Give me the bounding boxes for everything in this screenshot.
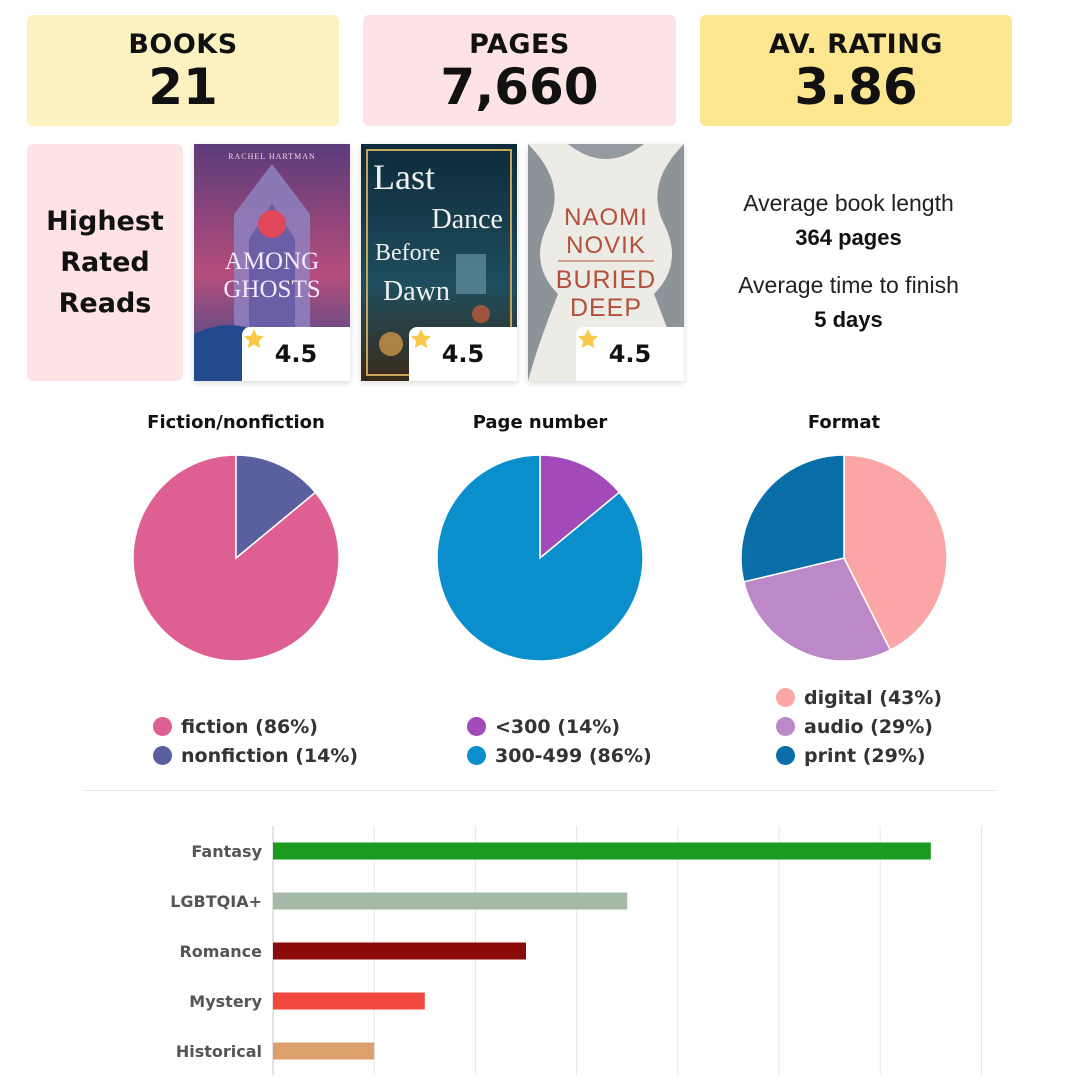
book-rating-badge: 4.5 — [576, 327, 684, 381]
cover-title-line-2: DEEP — [569, 294, 643, 322]
average-length-label: Average book length — [743, 190, 954, 216]
bar-category-label: Fantasy — [191, 842, 262, 861]
legend-swatch — [776, 688, 795, 707]
book-rating-value: 4.5 — [608, 340, 652, 368]
cover-title-line-1: Last — [373, 157, 435, 197]
book-cover-buried-deep[interactable]: NAOMI NOVIK BURIED DEEP 4.5 — [528, 144, 684, 381]
bar-mystery — [273, 992, 425, 1010]
books-label: BOOKS — [128, 29, 238, 60]
pie-title-page-number: Page number — [472, 412, 608, 433]
bar-romance — [273, 942, 526, 960]
highest-rated-heading: Highest Rated Reads — [46, 206, 164, 319]
pages-stat-card: PAGES 7,660 — [363, 15, 676, 126]
legend-item: nonfiction (14%) — [153, 741, 358, 770]
pie-slice-nonfiction — [235, 454, 317, 560]
legend-label: fiction (86%) — [181, 715, 318, 738]
legend-label: <300 (14%) — [495, 715, 621, 738]
cover-title-line-3: Before — [375, 240, 441, 266]
star-icon — [244, 329, 264, 349]
legend-swatch — [153, 746, 172, 765]
rating-value: 3.86 — [794, 58, 918, 116]
legend-swatch — [467, 746, 486, 765]
pie-slice-print — [740, 454, 845, 583]
legend-item: fiction (86%) — [153, 712, 358, 741]
legend-item: print (29%) — [776, 741, 942, 770]
cover-title-line-1: AMONG — [224, 248, 320, 275]
book-cover-among-ghosts[interactable]: RACHEL HARTMAN AMONG GHOSTS 4.5 — [194, 144, 350, 381]
legend-swatch — [776, 746, 795, 765]
bar-category-label: LGBTQIA+ — [170, 892, 262, 911]
books-stat-card: BOOKS 21 — [27, 15, 339, 126]
pie-title-format: Format — [807, 412, 881, 433]
average-time-label: Average time to finish — [738, 272, 959, 298]
books-value: 21 — [148, 58, 218, 116]
legend-format: digital (43%) audio (29%) print (29%) — [776, 683, 942, 770]
legend-label: audio (29%) — [804, 715, 933, 738]
cover-title-line-4: Dawn — [383, 276, 450, 307]
legend-label: nonfiction (14%) — [181, 744, 359, 767]
star-icon — [578, 329, 598, 349]
legend-item: audio (29%) — [776, 712, 942, 741]
cover-title-line-1: BURIED — [555, 266, 657, 294]
cover-author: RACHEL HARTMAN — [228, 152, 316, 161]
pie-slice-audio — [742, 557, 892, 662]
bar-category-label: Romance — [179, 942, 262, 961]
legend-swatch — [153, 717, 172, 736]
bar-category-label: Mystery — [189, 992, 262, 1011]
pages-value: 7,660 — [440, 58, 599, 116]
pie-slice--300 — [539, 454, 621, 560]
legend-label: print (29%) — [804, 744, 926, 767]
cover-art-among-ghosts — [194, 144, 350, 381]
cover-title-line-2: GHOSTS — [223, 276, 321, 303]
rating-stat-card: AV. RATING 3.86 — [700, 15, 1012, 126]
bar-fantasy — [273, 842, 931, 860]
legend-label: 300-499 (86%) — [495, 744, 652, 767]
pie-slice-digital — [843, 454, 948, 651]
pie-chart-fiction — [132, 454, 340, 662]
bar-lgbtqia- — [273, 892, 628, 910]
legend-item: <300 (14%) — [467, 712, 652, 741]
average-length-block: Average book length 364 pages — [706, 190, 991, 251]
genre-bar-chart: Fantasy LGBTQIA+ Romance Mystery Historical — [170, 826, 982, 1075]
cover-title-line-2: Dance — [431, 204, 503, 235]
average-length-value: 364 pages — [795, 225, 902, 250]
highest-rated-heading-box: Highest Rated Reads — [27, 144, 183, 381]
legend-item: digital (43%) — [776, 683, 942, 712]
section-divider — [85, 790, 995, 791]
pie-title-fiction: Fiction/nonfiction — [147, 412, 325, 433]
pie-chart-format — [740, 454, 948, 662]
legend-label: digital (43%) — [804, 686, 943, 709]
average-time-value: 5 days — [814, 307, 883, 332]
legend-swatch — [467, 717, 486, 736]
cover-author-line-1: NAOMI — [564, 204, 648, 231]
rating-label: AV. RATING — [769, 29, 943, 60]
legend-fiction: fiction (86%) nonfiction (14%) — [153, 712, 358, 770]
book-rating-badge: 4.5 — [242, 327, 350, 381]
legend-page-number: <300 (14%) 300-499 (86%) — [467, 712, 652, 770]
pie-slice-300-499 — [436, 454, 644, 662]
book-rating-value: 4.5 — [441, 340, 485, 368]
book-rating-badge: 4.5 — [409, 327, 517, 381]
bar-historical — [273, 1042, 375, 1060]
bar-category-label: Historical — [176, 1042, 262, 1061]
pages-label: PAGES — [469, 29, 570, 60]
star-icon — [411, 329, 431, 349]
cover-author-line-2: NOVIK — [566, 232, 646, 259]
pie-chart-page-number — [436, 454, 644, 662]
book-rating-value: 4.5 — [274, 340, 318, 368]
legend-swatch — [776, 717, 795, 736]
average-time-block: Average time to finish 5 days — [706, 272, 991, 333]
legend-item: 300-499 (86%) — [467, 741, 652, 770]
book-cover-last-dance-before-dawn[interactable]: Last Dance Before Dawn 4.5 — [361, 144, 517, 381]
